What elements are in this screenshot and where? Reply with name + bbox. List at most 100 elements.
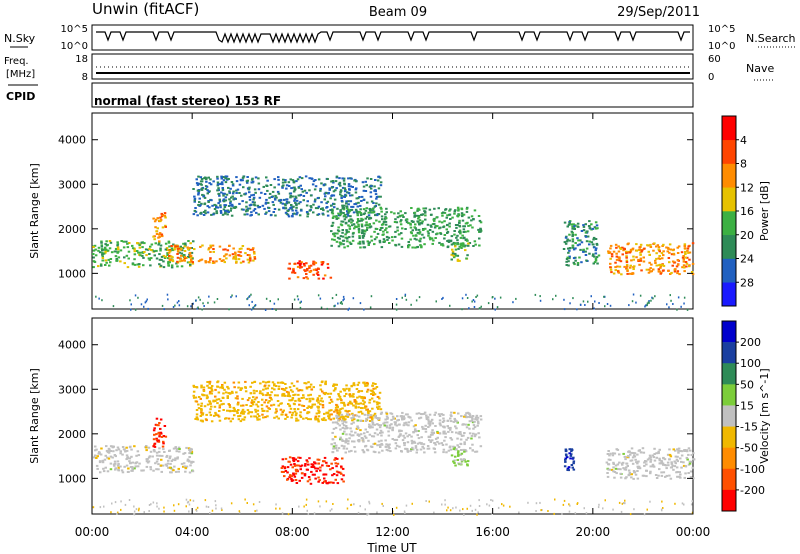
data-cell [336,410,339,413]
data-cell [661,263,664,266]
data-cell [396,419,399,422]
data-cell [184,242,187,245]
data-cell [240,404,243,407]
data-cell [331,451,334,454]
data-cell [291,215,294,218]
data-cell [226,178,229,181]
data-cell [314,179,317,181]
data-cell [234,397,238,400]
data-cell [430,418,434,421]
data-cell [491,499,494,502]
data-cell [356,396,359,399]
data-cell [348,450,351,453]
data-cell [391,426,395,429]
data-cell [452,507,454,510]
data-cell [476,424,479,427]
data-cell [344,451,347,454]
data-cell [649,243,652,246]
data-cell [330,443,333,446]
data-cell [205,394,209,397]
data-cell [174,446,177,449]
data-cell [654,295,656,298]
data-cell [202,195,206,198]
data-cell [168,466,172,469]
data-cell [420,222,424,225]
data-cell [264,212,267,215]
data-cell [621,502,624,505]
data-cell [377,407,380,410]
data-cell [300,476,304,479]
data-cell [321,390,324,393]
data-cell [186,458,190,461]
data-cell [243,416,247,419]
data-cell [104,454,107,457]
data-cell [224,417,227,420]
data-cell [159,427,162,430]
data-cell [320,263,324,266]
data-cell [250,178,254,181]
data-cell [649,470,652,473]
data-cell [312,260,315,263]
data-cell [224,181,228,184]
data-cell [475,414,479,417]
data-cell [300,472,304,475]
data-cell [347,440,350,443]
data-cell [460,460,464,463]
data-cell [209,390,212,393]
data-cell [611,452,615,455]
data-cell [125,240,128,243]
data-cell [248,411,251,414]
data-cell [235,192,238,194]
data-cell [362,199,366,201]
data-cell [472,424,476,427]
data-cell [261,204,265,207]
data-cell [145,449,148,452]
data-cell [649,458,653,461]
data-cell [160,258,163,261]
data-cell [373,238,377,241]
data-cell [329,481,333,484]
data-cell [143,242,146,245]
data-cell [358,235,361,238]
data-cell [593,246,596,249]
data-cell [200,386,203,389]
data-cell [679,450,682,452]
data-cell [240,412,243,415]
data-cell [157,424,160,427]
data-cell [341,229,344,231]
data-cell [473,306,476,308]
data-cell [622,249,625,252]
data-cell [230,196,233,199]
data-cell [332,445,336,448]
data-cell [322,460,325,463]
data-cell [588,227,592,230]
data-cell [625,256,628,259]
data-cell [158,232,162,235]
data-cell [658,459,661,462]
data-cell [332,194,336,197]
data-cell [151,455,154,458]
data-cell [380,207,383,210]
data-cell [340,478,344,481]
data-cell [222,176,225,178]
data-cell [291,466,294,469]
data-cell [341,432,345,435]
data-cell [183,245,186,248]
data-cell [462,458,466,461]
data-cell [352,383,355,386]
data-cell [286,478,289,481]
data-cell [352,211,356,214]
data-cell [460,415,463,418]
data-cell [218,404,222,407]
data-cell [687,447,691,450]
data-cell [341,302,343,305]
data-cell [412,234,415,237]
data-cell [157,242,161,244]
data-cell [359,402,363,405]
data-cell [442,211,445,214]
data-cell [200,411,203,414]
data-cell [381,502,383,505]
data-cell [221,213,225,216]
data-cell [426,223,430,226]
data-cell [258,418,261,421]
